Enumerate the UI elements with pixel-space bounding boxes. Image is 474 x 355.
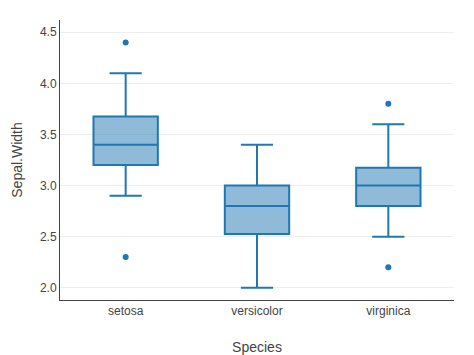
svg-text:3.0: 3.0 <box>40 179 57 193</box>
svg-text:4.5: 4.5 <box>40 25 57 39</box>
svg-text:4.0: 4.0 <box>40 77 57 91</box>
svg-text:3.5: 3.5 <box>40 128 57 142</box>
svg-text:Sepal.Width: Sepal.Width <box>9 122 25 197</box>
svg-text:2.0: 2.0 <box>40 281 57 295</box>
svg-text:2.5: 2.5 <box>40 230 57 244</box>
svg-text:versicolor: versicolor <box>231 304 282 318</box>
svg-text:virginica: virginica <box>366 304 410 318</box>
svg-text:Species: Species <box>232 339 282 355</box>
svg-text:setosa: setosa <box>108 304 144 318</box>
